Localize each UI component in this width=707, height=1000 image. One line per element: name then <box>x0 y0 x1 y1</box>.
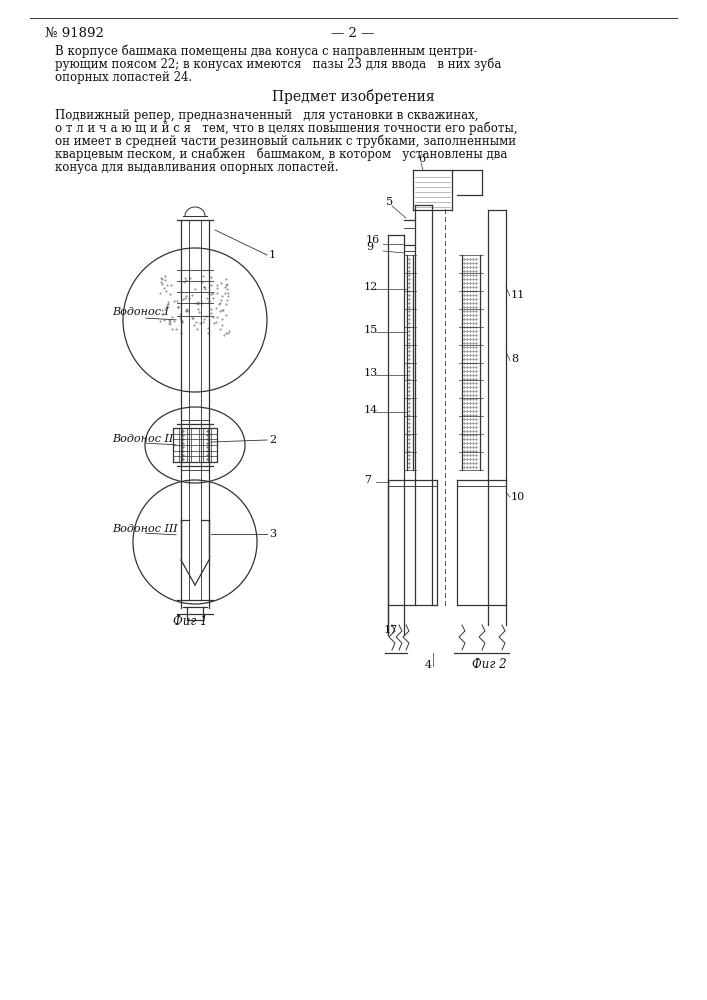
Text: 1: 1 <box>269 250 276 260</box>
Text: о т л и ч а ю щ и й с я   тем, что в целях повышения точности его работы,: о т л и ч а ю щ и й с я тем, что в целях… <box>55 121 518 135</box>
Text: Подвижный репер, предназначенный   для установки в скважинах,: Подвижный репер, предназначенный для уст… <box>55 109 479 122</box>
Text: 13: 13 <box>364 368 378 378</box>
Text: Фиг 1: Фиг 1 <box>173 615 208 628</box>
Text: 12: 12 <box>364 282 378 292</box>
Text: кварцевым песком, и снабжен   башмаком, в котором   установлены два: кварцевым песком, и снабжен башмаком, в … <box>55 147 508 161</box>
Text: 15: 15 <box>364 325 378 335</box>
Text: Водонос III: Водонос III <box>112 524 177 534</box>
Text: 9: 9 <box>366 242 373 252</box>
Text: 16: 16 <box>366 235 380 245</box>
Text: Фиг 2: Фиг 2 <box>472 658 507 671</box>
Text: конуса для выдавливания опорных лопастей.: конуса для выдавливания опорных лопастей… <box>55 161 339 174</box>
Text: опорных лопастей 24.: опорных лопастей 24. <box>55 71 192 84</box>
Text: 10: 10 <box>511 492 525 502</box>
Text: 4: 4 <box>425 660 432 670</box>
Text: 6: 6 <box>418 154 425 164</box>
Text: 5: 5 <box>386 197 393 207</box>
Text: 3: 3 <box>269 529 276 539</box>
Text: № 91892: № 91892 <box>45 27 104 40</box>
Text: Водонос II: Водонос II <box>112 434 173 444</box>
Text: В корпусе башмака помещены два конуса с направленным центри-: В корпусе башмака помещены два конуса с … <box>55 44 477 58</box>
Text: Предмет изобретения: Предмет изобретения <box>271 89 434 104</box>
Text: он имеет в средней части резиновый сальник с трубками, заполненными: он имеет в средней части резиновый сальн… <box>55 134 516 148</box>
Text: 8: 8 <box>511 355 518 364</box>
Text: — 2 —: — 2 — <box>332 27 375 40</box>
Text: 2: 2 <box>269 435 276 445</box>
Text: Водонос I: Водонос I <box>112 307 169 317</box>
Text: 14: 14 <box>364 405 378 415</box>
Text: 17: 17 <box>384 625 398 635</box>
Text: 7: 7 <box>364 475 371 485</box>
Text: 11: 11 <box>511 290 525 300</box>
Text: рующим поясом 22; в конусах имеются   пазы 23 для ввода   в них зуба: рующим поясом 22; в конусах имеются пазы… <box>55 57 501 71</box>
